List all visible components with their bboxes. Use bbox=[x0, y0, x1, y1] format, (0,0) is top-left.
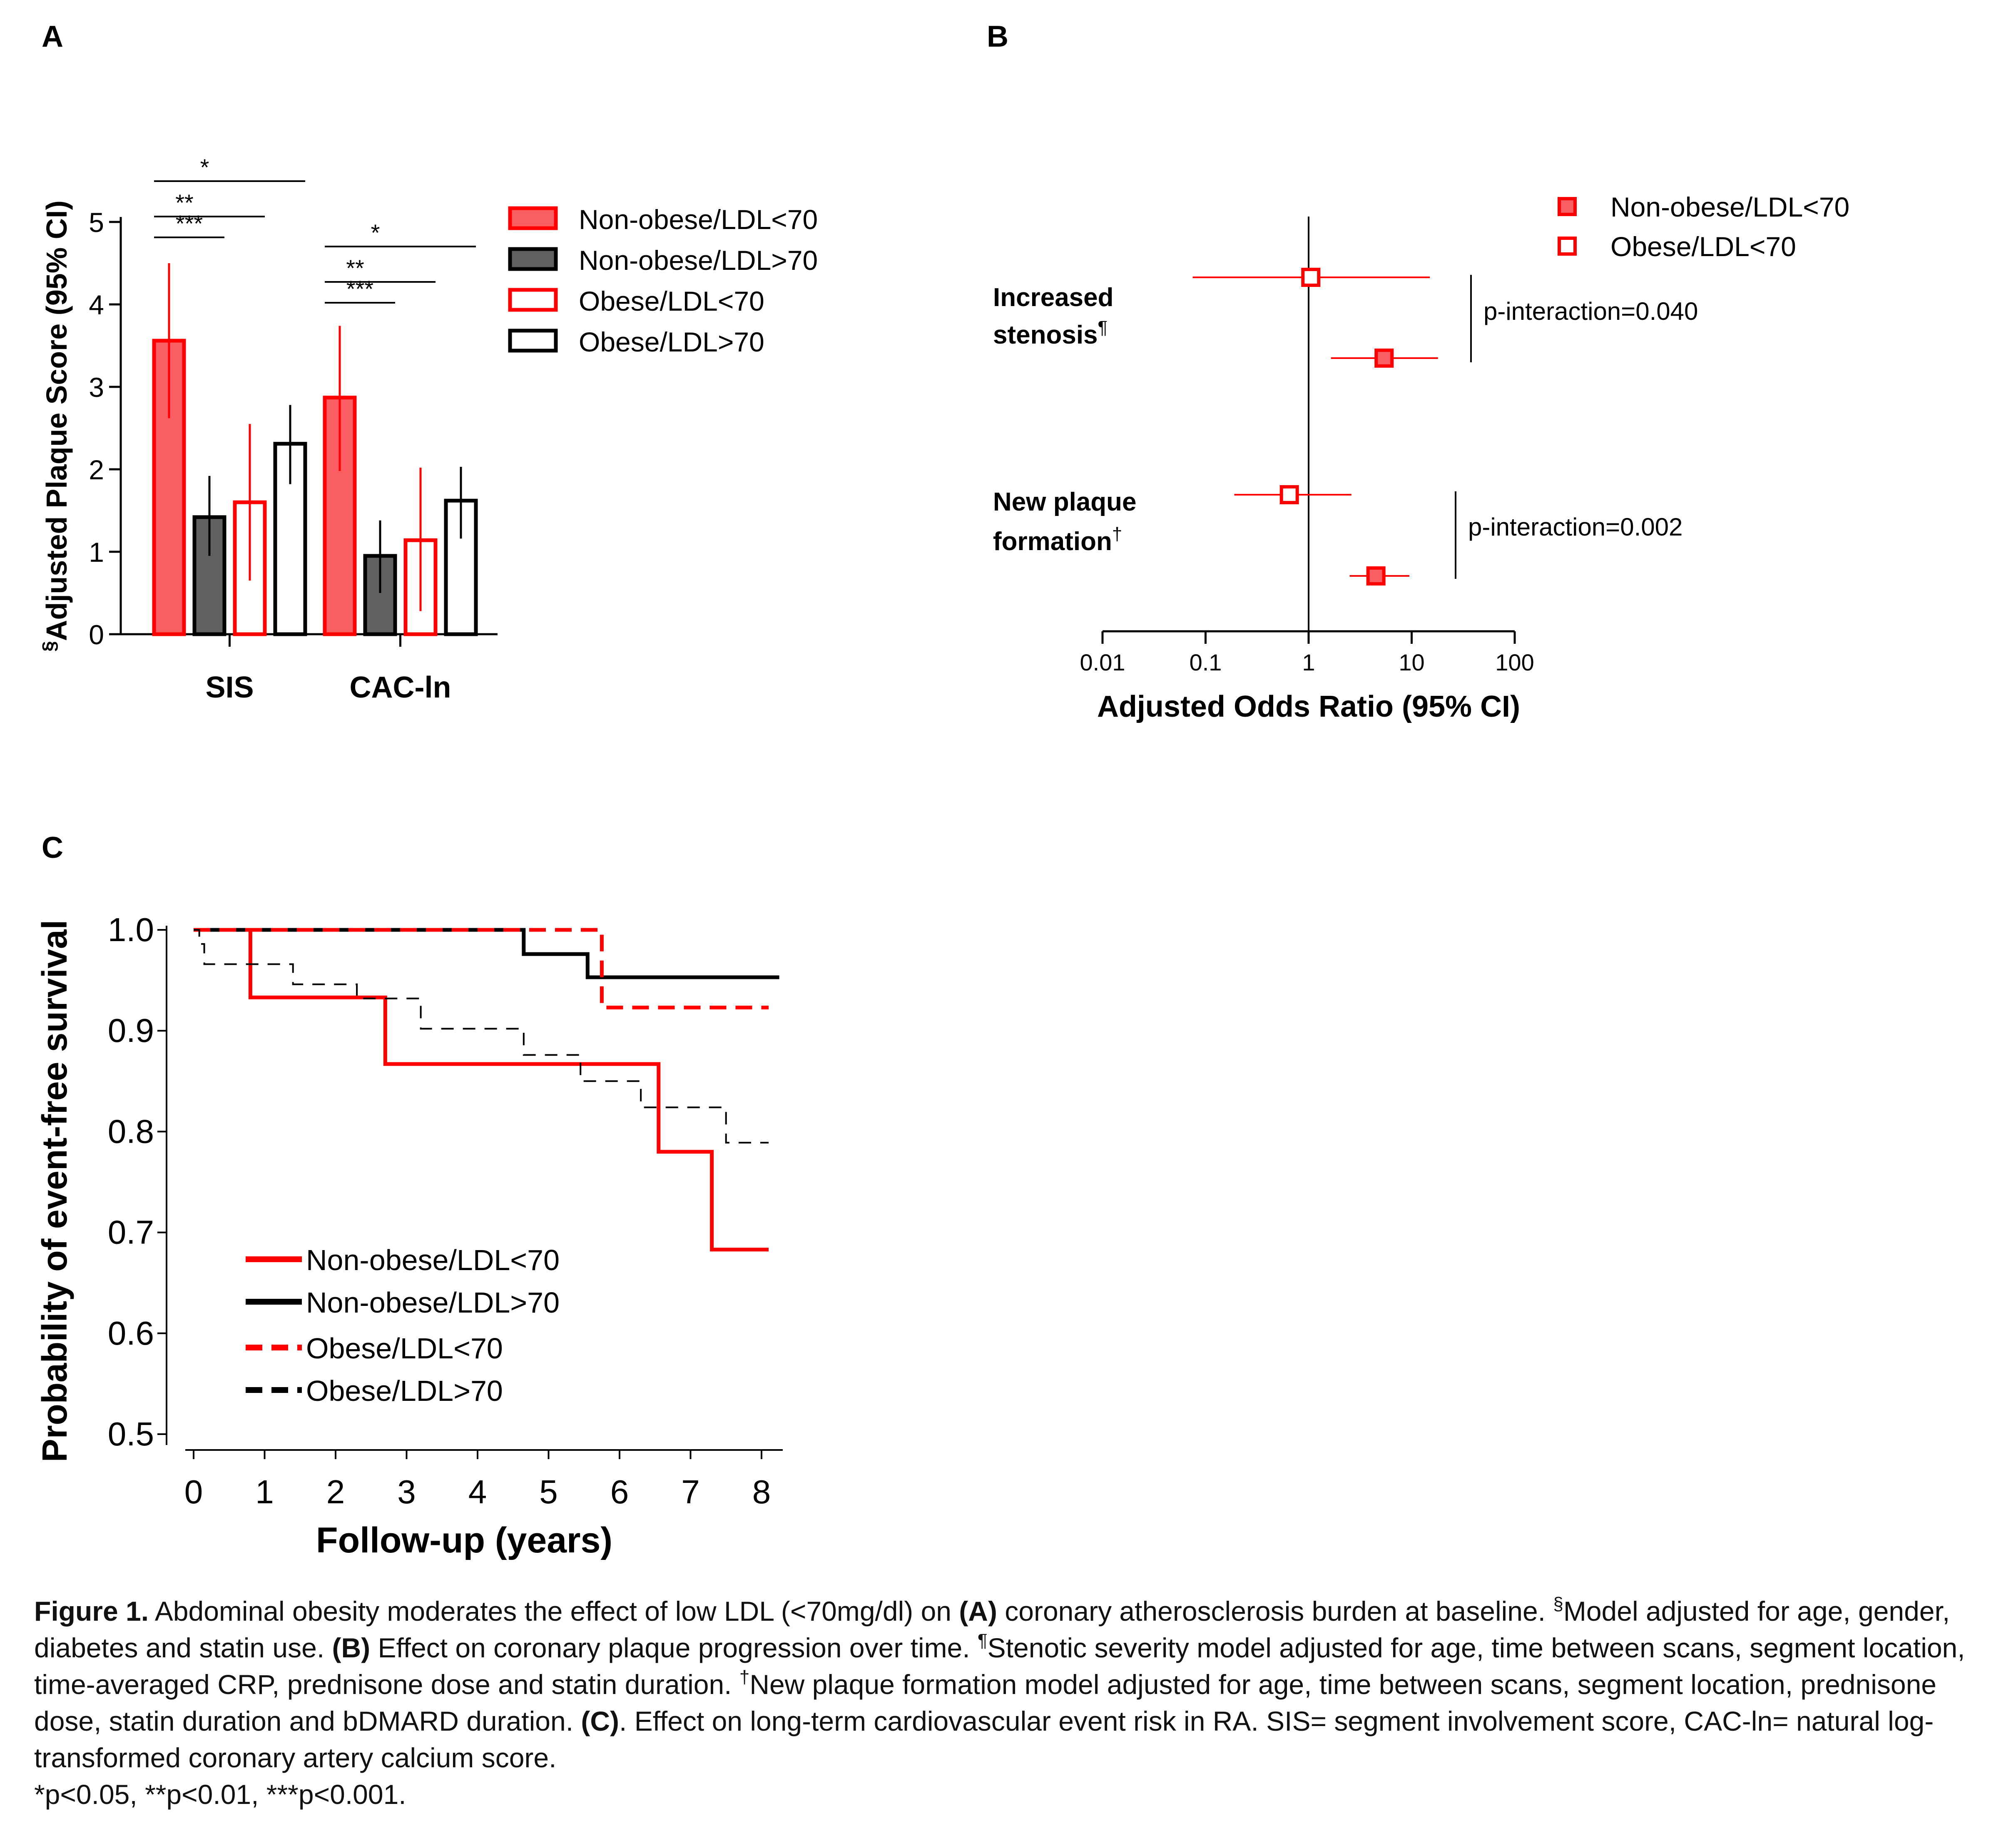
legend-label: Obese/LDL<70 bbox=[579, 286, 764, 316]
caption-figure-label: Figure 1. bbox=[34, 1596, 149, 1627]
outcome-label-symbol: † bbox=[1112, 524, 1122, 544]
x-axis-label: Follow-up (years) bbox=[316, 1520, 612, 1560]
legend-marker bbox=[1558, 237, 1577, 256]
y-axis-label-text: Adjusted Plaque Score (95% CI) bbox=[40, 200, 73, 641]
x-tick-label: 4 bbox=[468, 1473, 487, 1510]
legend-swatch bbox=[508, 247, 558, 271]
caption-body: Figure 1. Abdominal obesity moderates th… bbox=[34, 1593, 1966, 1776]
caption-footnote-symbol: § bbox=[1553, 1594, 1563, 1614]
x-tick-label: 10 bbox=[1399, 649, 1424, 675]
caption-panel-a-ref: (A) bbox=[959, 1596, 997, 1627]
caption-text: Model adjusted for age, gender, diabetes… bbox=[34, 1596, 1950, 1663]
caption-text: Effect on coronary plaque progression ov… bbox=[370, 1632, 978, 1663]
panel-c-survival-plot: C 0.5 0.6 0.7 0.8 0.9 1.0 0 1 2 3 4 5 6 7 8 Probability … bbox=[35, 831, 783, 1566]
outcome-label: New plaque bbox=[993, 488, 1137, 516]
panel-b-forest-plot: B 0.01 0.1 1 10 100 Adjusted Odds Ratio (95% C… bbox=[987, 20, 1849, 723]
y-tick-label: 0.8 bbox=[108, 1113, 154, 1150]
survival-curve bbox=[194, 928, 769, 1009]
outcome-label-text: formation bbox=[993, 527, 1112, 556]
p-interaction-label: p-interaction=0.002 bbox=[1468, 513, 1682, 541]
panel-a-letter: A bbox=[42, 20, 63, 53]
odds-ratio-marker bbox=[1366, 566, 1386, 585]
caption-panel-b-ref: (B) bbox=[332, 1632, 371, 1663]
caption-text: coronary atherosclerosis burden at basel… bbox=[997, 1596, 1553, 1627]
caption-footnote-symbol: ¶ bbox=[978, 1630, 988, 1651]
survival-curve bbox=[194, 928, 779, 979]
y-tick-label: 1.0 bbox=[108, 911, 154, 948]
x-tick-label: 8 bbox=[752, 1473, 771, 1510]
outcome-label-text: stenosis bbox=[993, 321, 1098, 349]
legend-label: Obese/LDL>70 bbox=[579, 326, 764, 357]
outcome-label: stenosis¶ bbox=[993, 317, 1108, 349]
survival-curve bbox=[194, 929, 769, 1144]
x-tick-label: 0.01 bbox=[1080, 649, 1125, 675]
x-tick-label: 0.1 bbox=[1190, 649, 1222, 675]
x-tick-label: 7 bbox=[681, 1473, 700, 1510]
significance-label: ** bbox=[346, 255, 364, 281]
y-tick-label: 0.5 bbox=[108, 1415, 154, 1452]
legend-label: Non-obese/LDL>70 bbox=[579, 245, 818, 276]
significance-label: * bbox=[200, 154, 209, 180]
y-tick-label: 2 bbox=[89, 454, 104, 485]
significance-label: *** bbox=[346, 276, 373, 302]
y-tick-label: 0.6 bbox=[108, 1315, 154, 1352]
legend-label: Non-obese/LDL<70 bbox=[579, 204, 818, 235]
legend-label: Obese/LDL<70 bbox=[306, 1332, 503, 1365]
y-axis-label: §Adjusted Plaque Score (95% CI) bbox=[38, 200, 73, 652]
panel-c-letter: C bbox=[42, 831, 63, 864]
y-axis-label: Probability of event-free survival bbox=[35, 920, 74, 1462]
odds-ratio-marker bbox=[1301, 268, 1321, 287]
x-tick-label: 5 bbox=[539, 1473, 558, 1510]
y-axis-label-symbol: § bbox=[38, 641, 60, 652]
legend-marker bbox=[1558, 197, 1577, 216]
caption-significance-note: *p<0.05, **p<0.01, ***p<0.001. bbox=[34, 1779, 406, 1810]
legend-label: Non-obese/LDL<70 bbox=[306, 1244, 560, 1276]
outcome-label: formation† bbox=[993, 524, 1122, 556]
x-tick-label: 1 bbox=[1302, 649, 1315, 675]
significance-label: ** bbox=[175, 189, 194, 216]
x-tick-label: SIS bbox=[205, 671, 254, 704]
x-tick-label: 2 bbox=[326, 1473, 345, 1510]
x-tick-label: CAC-ln bbox=[350, 671, 451, 704]
y-tick-label: 0 bbox=[89, 619, 104, 650]
x-tick-label: 6 bbox=[610, 1473, 629, 1510]
y-tick-label: 3 bbox=[89, 372, 104, 403]
legend-swatch bbox=[508, 329, 558, 353]
caption-text: Stenotic severity model adjusted for age… bbox=[34, 1632, 1965, 1700]
plot-background bbox=[185, 891, 783, 1566]
caption-panel-c-ref: (C) bbox=[581, 1706, 620, 1736]
x-tick-label: 1 bbox=[255, 1473, 274, 1510]
legend-label: Non-obese/LDL>70 bbox=[306, 1286, 560, 1319]
legend-swatch bbox=[508, 288, 558, 312]
x-tick-label: 100 bbox=[1495, 649, 1534, 675]
legend-label: Obese/LDL>70 bbox=[306, 1375, 503, 1407]
panel-a-bar-chart: A 0 1 2 3 4 5 §Adjusted Plaque Score (95% CI) SI… bbox=[38, 20, 818, 704]
caption-text: . Effect on long-term cardiovascular eve… bbox=[34, 1706, 1934, 1773]
figure-caption: Figure 1. Abdominal obesity moderates th… bbox=[34, 1593, 1966, 1813]
x-axis-label: Adjusted Odds Ratio (95% CI) bbox=[1097, 690, 1520, 723]
legend-label: Non-obese/LDL<70 bbox=[1610, 192, 1849, 222]
y-tick-label: 0.7 bbox=[108, 1214, 154, 1251]
caption-text: Abdominal obesity moderates the effect o… bbox=[149, 1596, 959, 1627]
y-tick-label: 4 bbox=[89, 289, 104, 320]
legend-label: Obese/LDL<70 bbox=[1610, 231, 1796, 262]
significance-label: * bbox=[371, 219, 380, 246]
legend-swatch bbox=[508, 206, 558, 230]
y-tick-label: 0.9 bbox=[108, 1012, 154, 1049]
caption-text: New plaque formation model adjusted for … bbox=[34, 1669, 1936, 1736]
outcome-label: Increased bbox=[993, 283, 1114, 312]
y-tick-label: 5 bbox=[89, 207, 104, 238]
x-tick-label: 0 bbox=[184, 1473, 203, 1510]
p-interaction-label: p-interaction=0.040 bbox=[1483, 297, 1698, 325]
x-tick-label: 3 bbox=[397, 1473, 416, 1510]
figure-canvas: A 0 1 2 3 4 5 §Adjusted Plaque Score (95% CI) SI… bbox=[35, 20, 1850, 1566]
y-tick-label: 1 bbox=[89, 537, 104, 568]
outcome-label-symbol: ¶ bbox=[1098, 317, 1108, 338]
significance-label: *** bbox=[176, 210, 203, 237]
caption-footnote-symbol: † bbox=[739, 1667, 750, 1687]
panel-b-letter: B bbox=[987, 20, 1008, 53]
odds-ratio-marker bbox=[1279, 485, 1299, 504]
odds-ratio-marker bbox=[1374, 349, 1394, 368]
